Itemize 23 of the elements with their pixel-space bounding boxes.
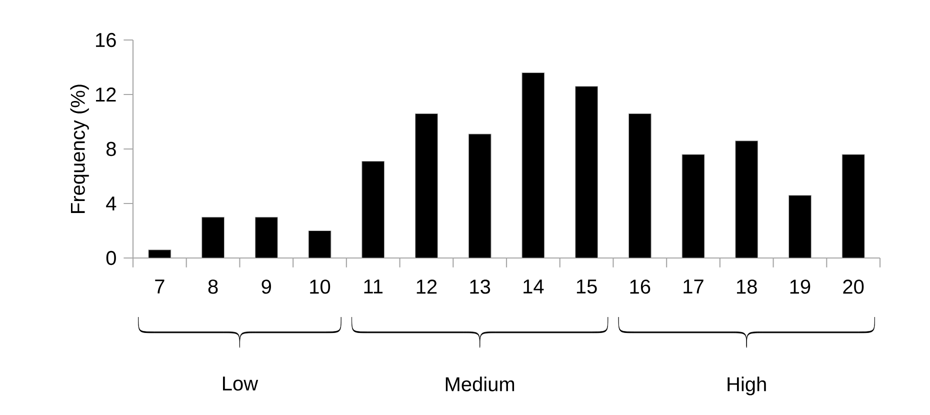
y-axis-title: Frequency (%) — [70, 84, 89, 213]
x-tick-label: 16 — [630, 280, 650, 294]
x-tick-label: 13 — [470, 280, 490, 294]
y-tick-label: 8 — [106, 142, 116, 156]
x-tick-label: 9 — [262, 280, 271, 294]
x-tick-label: 19 — [790, 280, 810, 294]
text: Medium — [446, 376, 514, 392]
x-tick-label: 7 — [155, 280, 164, 294]
y-tick-label: 4 — [106, 196, 116, 210]
x-tick-label: 12 — [416, 280, 437, 294]
x-tick-label: 8 — [208, 280, 218, 294]
text: High — [728, 376, 766, 396]
y-tick-label: 0 — [106, 250, 116, 266]
y-tick-label: 12 — [96, 88, 116, 102]
x-tick-label: 17 — [684, 280, 704, 294]
y-tick-label: 16 — [96, 32, 116, 48]
text: Low — [223, 376, 258, 391]
x-tick-label: 14 — [524, 280, 544, 294]
x-tick-label: 11 — [364, 280, 383, 294]
x-tick-label: 15 — [576, 280, 597, 294]
x-tick-label: 20 — [843, 280, 864, 294]
x-tick-label: 18 — [737, 280, 757, 294]
x-tick-label: 10 — [310, 280, 330, 294]
